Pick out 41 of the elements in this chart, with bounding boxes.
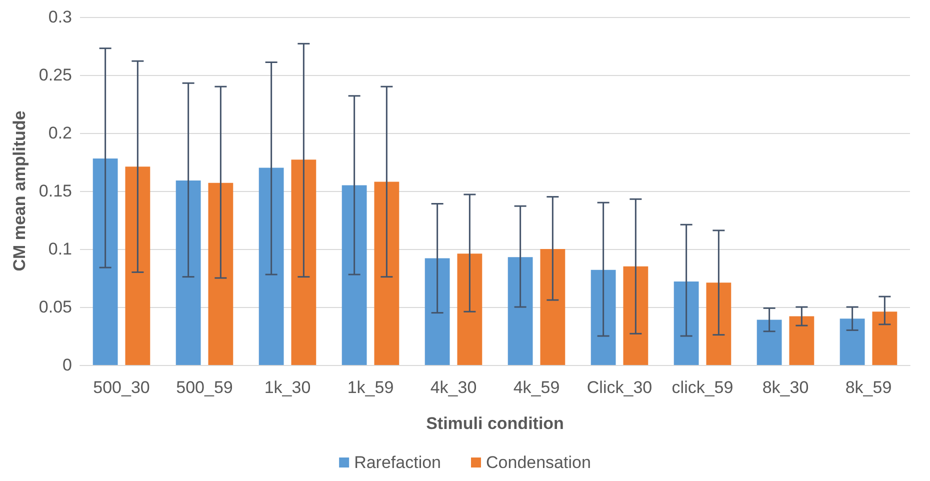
bar <box>457 254 482 365</box>
bar <box>424 258 450 365</box>
bar <box>208 182 234 365</box>
bar <box>872 312 898 365</box>
x-tick-label: 1k_30 <box>264 378 311 397</box>
legend-label: Rarefaction <box>354 453 442 472</box>
bar <box>623 266 648 365</box>
x-tick-label: 500_59 <box>176 378 233 397</box>
y-tick-label: 0.1 <box>48 240 72 258</box>
y-tick-label: 0.15 <box>38 182 72 200</box>
bar <box>258 168 284 365</box>
x-tick-label: 1k_59 <box>347 378 394 397</box>
y-tick-label: 0.2 <box>48 124 72 142</box>
bar <box>789 316 814 365</box>
y-tick-label: 0.3 <box>48 8 72 26</box>
x-tick-label: click_59 <box>672 378 734 397</box>
y-tick-label: 0 <box>62 356 72 374</box>
x-tick-label: 4k_30 <box>430 378 477 397</box>
x-tick-label: 500_30 <box>93 378 150 397</box>
y-tick-label: 0.05 <box>38 298 72 316</box>
x-axis-title: Stimuli condition <box>426 414 564 433</box>
y-tick-label: 0.25 <box>38 66 72 84</box>
x-tick-label: 8k_59 <box>845 378 892 397</box>
bar <box>840 318 865 365</box>
x-tick-label: 4k_59 <box>513 378 560 397</box>
bar <box>125 166 150 365</box>
bar <box>674 281 699 365</box>
bar <box>291 160 316 365</box>
bar <box>342 185 367 365</box>
bar <box>176 180 201 365</box>
x-tick-label: 8k_30 <box>762 378 809 397</box>
bar <box>92 158 118 365</box>
legend-label: Condensation <box>486 453 591 472</box>
bar <box>706 282 732 365</box>
x-tick-label: Click_30 <box>586 378 652 397</box>
bar <box>590 270 616 365</box>
y-axis-title: CM mean amplitude <box>10 110 29 272</box>
bar <box>756 320 782 365</box>
bar <box>374 182 400 365</box>
bar <box>508 257 533 365</box>
bar <box>540 249 566 365</box>
